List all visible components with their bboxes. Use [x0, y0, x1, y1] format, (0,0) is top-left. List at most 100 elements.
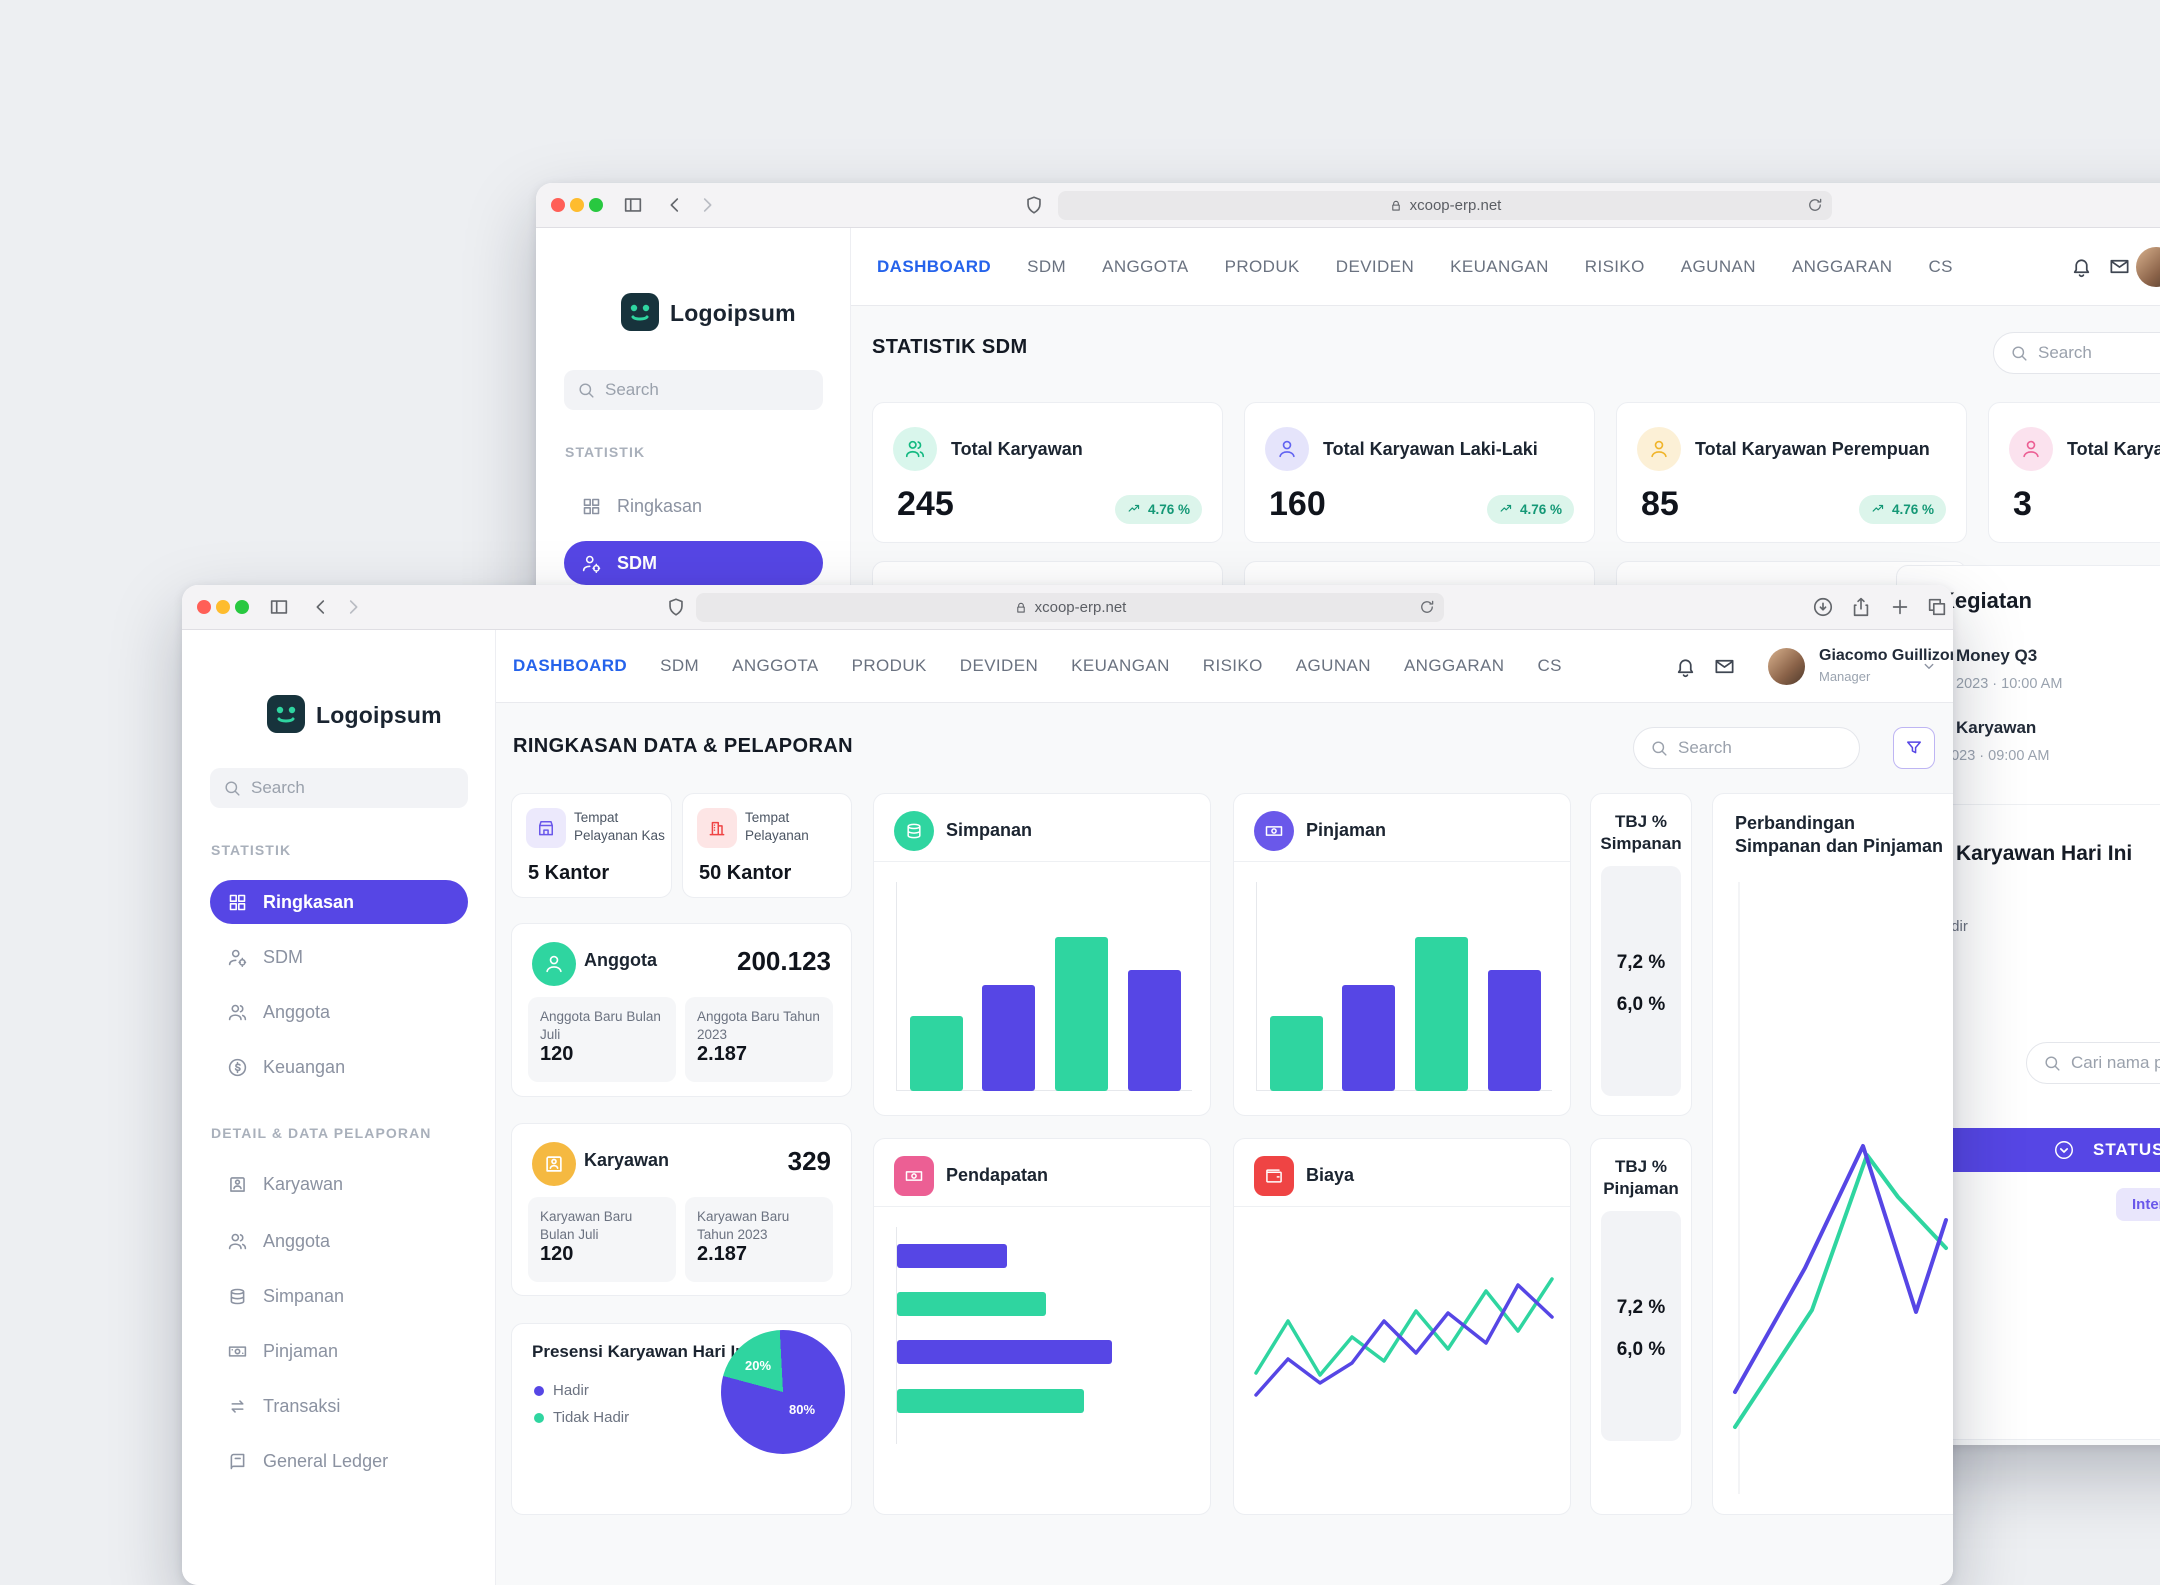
sidebar-search-input[interactable] [210, 768, 468, 808]
bar [897, 1340, 1112, 1364]
page-search-input[interactable] [1993, 332, 2160, 374]
sidebar-item-anggota-detail[interactable]: Anggota [210, 1219, 468, 1263]
card-pinjaman-chart: Pinjaman [1233, 793, 1571, 1116]
zoom-window-button[interactable] [235, 600, 249, 614]
search-icon [225, 780, 240, 796]
close-window-button[interactable] [197, 600, 211, 614]
sidebar-item-ringkasan[interactable]: Ringkasan [210, 880, 468, 924]
activity-section-title: Karyawan Hari Ini [1956, 842, 2133, 865]
nav-item-dashboard[interactable]: DASHBOARD [513, 656, 628, 675]
minimize-window-button[interactable] [570, 198, 584, 212]
sidebar-search-input[interactable] [564, 370, 823, 410]
mail-icon[interactable] [2108, 255, 2131, 278]
nav-item-produk[interactable]: PRODUK [851, 656, 927, 675]
nav-item-anggaran[interactable]: ANGGARAN [1791, 256, 1893, 276]
sidebar-item-keuangan[interactable]: Keuangan [210, 1045, 468, 1089]
nav-item-keuangan[interactable]: KEUANGAN [1450, 256, 1549, 276]
page-content: RINGKASAN DATA & PELAPORAN Tempat Pelaya… [496, 703, 1953, 1585]
nav-item-risiko[interactable]: RISIKO [1584, 256, 1645, 276]
sidebar-item-anggota[interactable]: Anggota [210, 990, 468, 1034]
sidebar-item-ringkasan[interactable]: Ringkasan [564, 484, 823, 528]
chart-axis [896, 1090, 1192, 1091]
back-icon[interactable] [310, 596, 332, 618]
bell-icon[interactable] [1674, 655, 1697, 678]
zoom-window-button[interactable] [589, 198, 603, 212]
download-icon[interactable] [1812, 596, 1834, 618]
nav-item-agunan[interactable]: AGUNAN [1295, 656, 1371, 675]
stat-box: Karyawan Baru Tahun 2023 2.187 [685, 1197, 833, 1282]
card-anggota: Anggota 200.123 Anggota Baru Bulan Juli … [511, 923, 852, 1097]
nav-item-risiko[interactable]: RISIKO [1202, 656, 1263, 675]
sidebar-toggle-icon[interactable] [268, 596, 290, 618]
activity-item-title[interactable]: Karyawan [1956, 718, 2037, 737]
card-tempat-pelayanan-kas: Tempat Pelayanan Kas 5 Kantor [511, 793, 672, 898]
address-bar[interactable]: xcoop-erp.net [696, 593, 1444, 622]
bar [1270, 1016, 1323, 1091]
mail-icon[interactable] [1713, 655, 1736, 678]
page-search-input[interactable] [1633, 727, 1860, 769]
nav-item-agunan[interactable]: AGUNAN [1680, 256, 1756, 276]
forward-icon[interactable] [696, 194, 718, 216]
sidebar-item-sdm[interactable]: SDM [564, 541, 823, 585]
stat-box: Anggota Baru Bulan Juli 120 [528, 997, 676, 1082]
reload-icon[interactable] [1418, 598, 1436, 616]
search-icon [579, 382, 594, 398]
user-gear-icon [228, 949, 247, 967]
legend-hadir: Hadir [534, 1382, 589, 1399]
sidebar-item-sdm[interactable]: SDM [210, 935, 468, 979]
nav-item-deviden[interactable]: DEVIDEN [1335, 256, 1415, 276]
sidebar-section-label: STATISTIK [211, 842, 292, 858]
lock-icon [1391, 200, 1400, 211]
forward-icon[interactable] [342, 596, 364, 618]
status-header-label: STATUS [2093, 1140, 2160, 1159]
filter-button[interactable] [1893, 727, 1935, 769]
nav-item-deviden[interactable]: DEVIDEN [959, 656, 1039, 675]
store-icon [526, 808, 566, 848]
nav-item-sdm[interactable]: SDM [660, 656, 700, 675]
nav-item-produk[interactable]: PRODUK [1224, 256, 1300, 276]
sidebar-item-general-ledger[interactable]: General Ledger [210, 1439, 468, 1483]
bell-icon[interactable] [2070, 255, 2093, 278]
nav-item-sdm[interactable]: SDM [1027, 256, 1067, 276]
share-icon[interactable] [1850, 596, 1872, 618]
sidebar-item-karyawan[interactable]: Karyawan [210, 1162, 468, 1206]
reload-icon[interactable] [1806, 196, 1824, 214]
logo-icon [267, 695, 305, 733]
nav-item-cs[interactable]: CS [1537, 656, 1562, 675]
minimize-window-button[interactable] [216, 600, 230, 614]
nav-item-keuangan[interactable]: KEUANGAN [1071, 656, 1170, 675]
activity-search-input[interactable] [2026, 1042, 2160, 1084]
tab-overview-icon[interactable] [1926, 596, 1948, 618]
sidebar-item-pinjaman[interactable]: Pinjaman [210, 1329, 468, 1373]
activity-item-title[interactable]: Money Q3 [1956, 646, 2038, 665]
main-area: DASHBOARD SDM ANGGOTA PRODUK DEVIDEN KEU… [496, 630, 1953, 1585]
nav-item-cs[interactable]: CS [1928, 256, 1953, 276]
nav-item-anggaran[interactable]: ANGGARAN [1403, 656, 1505, 675]
address-bar[interactable]: xcoop-erp.net [1058, 191, 1832, 220]
attendance-pie-chart: 20% 80% [721, 1330, 845, 1454]
privacy-shield-icon[interactable] [1023, 194, 1045, 216]
trend-up-icon [1500, 504, 1512, 512]
chevron-down-icon[interactable] [1920, 657, 1938, 675]
sidebar-item-simpanan[interactable]: Simpanan [210, 1274, 468, 1318]
banknote-icon [894, 1156, 934, 1196]
nav-item-anggota[interactable]: ANGGOTA [732, 656, 819, 675]
logo-text: Logoipsum [316, 702, 442, 728]
bar [1342, 985, 1395, 1091]
card-total: 329 [787, 1146, 831, 1176]
nav-item-dashboard[interactable]: DASHBOARD [877, 256, 992, 276]
legend-dot [534, 1385, 544, 1396]
privacy-shield-icon[interactable] [665, 596, 687, 618]
back-icon[interactable] [664, 194, 686, 216]
close-window-button[interactable] [551, 198, 565, 212]
sidebar-item-transaksi[interactable]: Transaksi [210, 1384, 468, 1428]
new-tab-icon[interactable] [1889, 596, 1911, 618]
avatar[interactable] [2136, 247, 2160, 287]
avatar[interactable] [1768, 648, 1805, 685]
sidebar-section-label: DETAIL & DATA PELAPORAN [211, 1125, 432, 1141]
sidebar-item-label: General Ledger [263, 1450, 389, 1471]
search-icon [2045, 1055, 2060, 1071]
sidebar-toggle-icon[interactable] [622, 194, 644, 216]
nav-item-anggota[interactable]: ANGGOTA [1102, 256, 1189, 276]
tbj-values-box: 7,2 % 6,0 % [1601, 866, 1681, 1096]
